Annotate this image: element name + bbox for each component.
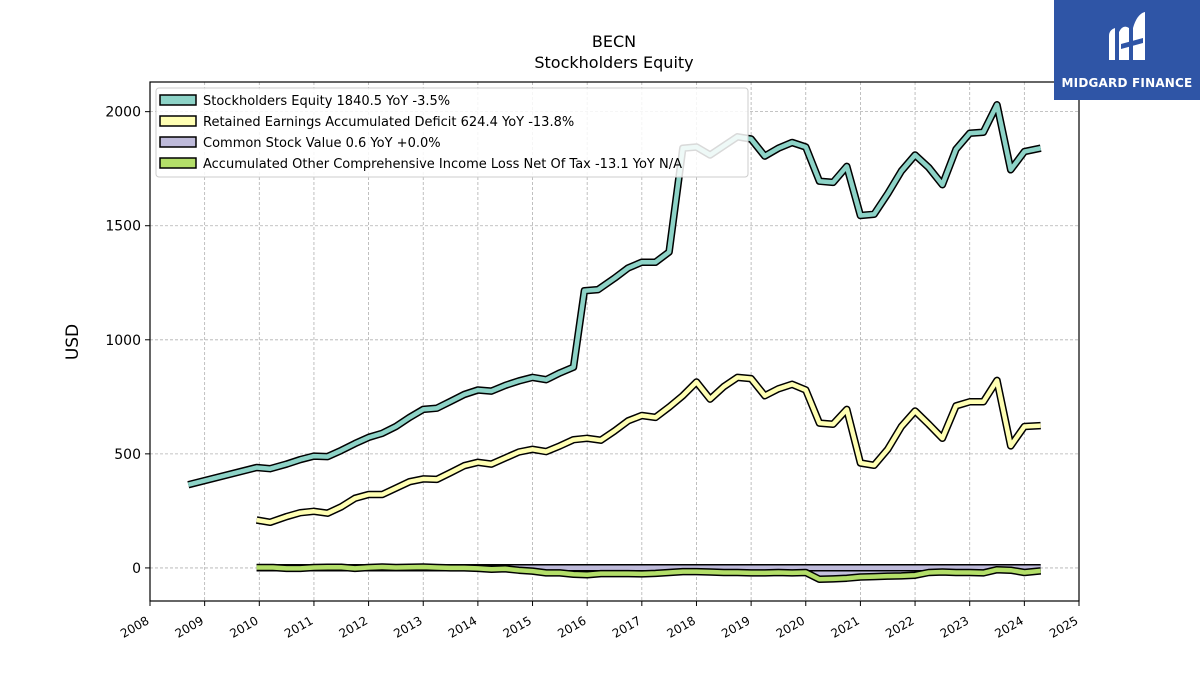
x-tick-label: 2012 [337,613,370,640]
y-axis-label: USD [63,324,83,360]
series-line [256,375,1041,525]
series-line [256,564,1041,582]
x-tick-label: 2014 [446,613,479,640]
x-tick-label: 2020 [774,613,807,640]
legend-swatch [159,94,197,106]
x-tick-label: 2022 [883,613,916,640]
logo-text: MIDGARD FINANCE [1061,76,1193,90]
y-axis: 0 500 1000 1500 2000 [105,105,150,577]
y-tick-label: 2000 [105,105,141,121]
series-line [187,102,1042,487]
legend: Stockholders Equity 1840.5 YoY -3.5% Reta… [155,87,749,178]
x-tick-label: 2017 [610,613,643,640]
x-tick-label: 2023 [938,613,971,640]
x-tick-label: 2011 [282,613,315,640]
legend-swatch [159,115,197,127]
x-tick-label: 2018 [665,613,698,640]
legend-label: Common Stock Value 0.6 YoY +0.0% [203,136,441,151]
series-outline [255,373,1041,527]
plot-frame [149,81,1080,602]
y-tick-label: 0 [132,561,141,577]
midgard-logo-icon [1109,12,1145,61]
y-tick-label: 1500 [105,219,141,235]
legend-swatch [159,157,197,169]
y-tick-label: 1000 [105,333,141,349]
x-tick-label: 2024 [992,613,1025,640]
y-tick-label: 500 [114,447,141,463]
brand-logo: MIDGARD FINANCE [1054,0,1200,100]
x-tick-label: 2025 [1047,613,1080,640]
chart-subtitle: Stockholders Equity [534,53,694,72]
x-tick-label: 2008 [118,613,151,640]
series-lines [187,101,1042,584]
legend-label: Accumulated Other Comprehensive Income L… [203,157,682,172]
legend-label: Stockholders Equity 1840.5 YoY -3.5% [203,94,450,109]
x-tick-label: 2016 [555,613,588,640]
x-tick-label: 2019 [719,613,752,640]
x-tick-label: 2013 [391,613,424,640]
x-tick-label: 2021 [828,613,861,640]
x-tick-label: 2015 [501,613,534,640]
legend-swatch [159,136,197,148]
x-tick-label: 2009 [173,613,206,640]
legend-label: Retained Earnings Accumulated Deficit 62… [203,115,574,130]
chart-title: BECN [591,32,637,51]
x-tick-label: 2010 [227,613,260,640]
x-axis: 2008 2009 2010 2011 2012 2013 2014 2015 2016 2017… [118,601,1081,641]
legend-box [155,87,749,178]
